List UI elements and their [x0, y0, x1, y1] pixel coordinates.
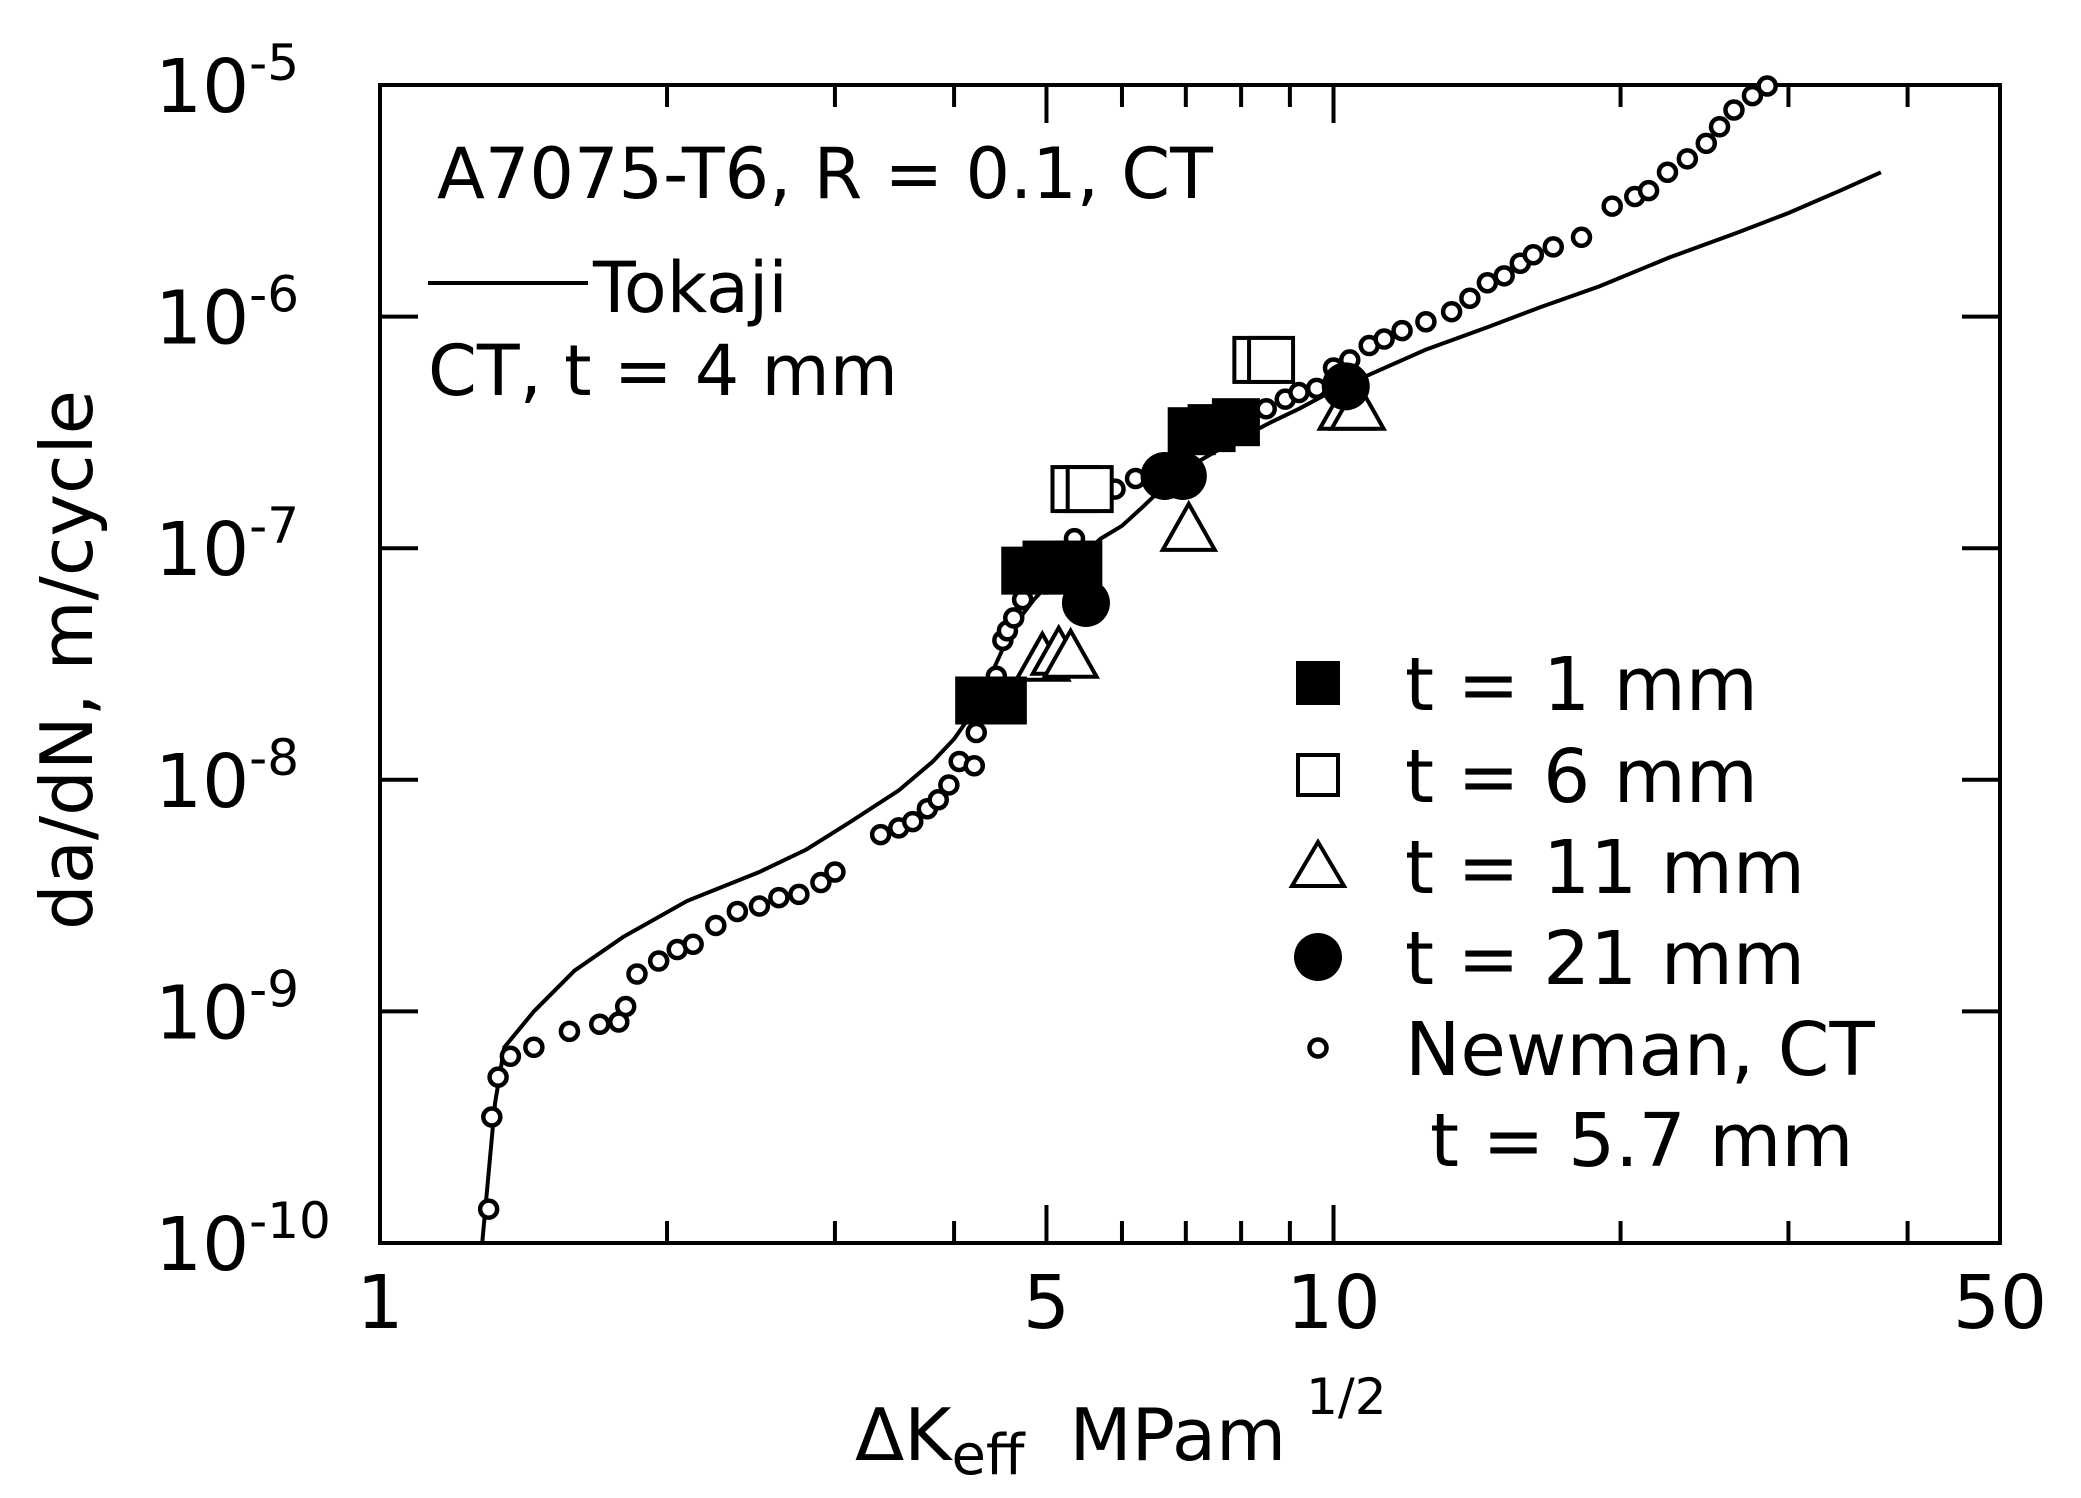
- point-newman-ct: [1288, 381, 1310, 404]
- point-newman-ct: [1542, 236, 1565, 258]
- y-axis-title: da/dN, m/cycle: [25, 390, 109, 930]
- point-newman-ct: [748, 895, 771, 917]
- x-axis-title-sub: eff: [951, 1423, 1025, 1488]
- point-newman-ct: [1493, 265, 1515, 287]
- point-newman-ct: [938, 774, 960, 796]
- point-newman-ct: [1656, 161, 1679, 184]
- annotations: A7075-T6, R = 0.1, CT Tokaji CT, t = 4 m…: [428, 133, 1213, 412]
- axes: [378, 83, 2002, 1245]
- point-newman-ct: [1695, 132, 1718, 155]
- legend-marker-t-6-mm: [1296, 753, 1340, 797]
- x-axis-title: ΔKeff MPam 1/2: [855, 1368, 1387, 1488]
- y-tick-label: 10-7: [155, 497, 299, 593]
- point-newman-ct: [963, 754, 986, 777]
- x-tick-label: 10: [1286, 1260, 1380, 1346]
- material-annotation: A7075-T6, R = 0.1, CT: [437, 133, 1213, 215]
- point-newman-ct: [477, 1198, 500, 1220]
- point-newman-ct: [1676, 148, 1699, 170]
- point-newman-ct: [1570, 226, 1593, 249]
- point-newman-ct: [1476, 272, 1499, 294]
- point-t-1-mm: [1054, 540, 1103, 589]
- point-newman-ct: [1255, 398, 1277, 420]
- y-tick-label: 10-9: [155, 960, 299, 1056]
- point-t-1-mm: [1211, 398, 1260, 447]
- point-newman-ct: [682, 933, 704, 955]
- legend-label-newman-ct: Newman, CT: [1405, 1007, 1875, 1093]
- point-newman-ct: [788, 883, 810, 906]
- point-newman-ct: [499, 1045, 522, 1068]
- legend-label-t-21-mm: t = 21 mm: [1405, 916, 1805, 1002]
- y-tick-label: 10-5: [155, 34, 299, 130]
- point-newman-ct: [927, 789, 949, 811]
- legend-label-t-1-mm: t = 1 mm: [1405, 642, 1758, 728]
- axis-ticks: [380, 85, 2000, 1243]
- axis-titles: ΔKeff MPam 1/2 da/dN, m/cycle: [25, 390, 1387, 1488]
- legend: t = 1 mmt = 6 mmt = 11 mmt = 21 mmNewman…: [1288, 642, 1875, 1184]
- point-newman-ct: [614, 995, 637, 1018]
- point-newman-ct: [487, 1066, 509, 1088]
- legend-label-t-11-mm: t = 11 mm: [1405, 825, 1805, 911]
- point-newman-ct: [1756, 75, 1778, 97]
- x-axis-title-units: MPam: [1070, 1393, 1287, 1477]
- point-newman-ct: [965, 721, 987, 744]
- point-newman-ct: [1440, 300, 1463, 323]
- point-newman-ct: [869, 823, 892, 846]
- x-tick-label: 5: [1023, 1260, 1070, 1346]
- legend-marker-t-11-mm: [1288, 838, 1348, 888]
- x-tick-label: 1: [356, 1260, 403, 1346]
- point-t-11-mm: [1041, 626, 1101, 679]
- point-newman-ct: [901, 810, 924, 833]
- point-newman-ct: [1601, 195, 1623, 217]
- point-newman-ct: [588, 1013, 611, 1036]
- point-newman-ct: [705, 914, 727, 937]
- point-t-6-mm: [1065, 465, 1114, 514]
- point-t-21-mm: [1321, 362, 1370, 411]
- point-newman-ct: [1373, 328, 1395, 350]
- point-newman-ct: [523, 1036, 545, 1059]
- point-newman-ct: [647, 950, 670, 972]
- legend-marker-newman-ct: [1307, 1037, 1329, 1059]
- point-t-21-mm: [1158, 451, 1207, 500]
- point-newman-ct: [626, 963, 648, 985]
- point-newman-ct: [1637, 179, 1660, 202]
- y-tick-label: 10-10: [155, 1192, 331, 1288]
- point-newman-ct: [768, 886, 790, 909]
- point-newman-ct: [1522, 243, 1545, 266]
- point-newman-ct: [1708, 116, 1731, 138]
- tokaji-legend-sub: CT, t = 4 mm: [428, 330, 898, 412]
- point-newman-ct: [824, 861, 846, 883]
- legend-label-newman-ct-line2: t = 5.7 mm: [1430, 1098, 1853, 1184]
- legend-marker-t-21-mm: [1294, 933, 1342, 981]
- point-newman-ct: [1741, 84, 1764, 107]
- tokaji-legend-label: Tokaji: [592, 247, 788, 329]
- x-tick-label: 50: [1953, 1260, 2047, 1346]
- point-newman-ct: [1415, 311, 1437, 333]
- point-newman-ct: [1459, 287, 1481, 310]
- axis-tick-labels: 1 5 10 50 10-10 10-9 10-8 10-7 10-6 10-5: [155, 34, 2047, 1346]
- point-newman-ct: [726, 900, 749, 923]
- point-newman-ct: [558, 1020, 581, 1043]
- x-axis-title-sup: 1/2: [1306, 1368, 1386, 1426]
- point-newman-ct: [481, 1106, 503, 1128]
- point-newman-ct: [1002, 607, 1025, 629]
- point-t-6-mm: [1247, 335, 1296, 384]
- legend-marker-t-1-mm: [1296, 661, 1340, 705]
- point-t-11-mm: [1159, 499, 1219, 552]
- data-markers: [477, 75, 1778, 1220]
- point-t-1-mm: [978, 676, 1027, 725]
- point-newman-ct: [1391, 319, 1413, 342]
- y-tick-label: 10-6: [155, 266, 299, 362]
- legend-label-t-6-mm: t = 6 mm: [1405, 734, 1758, 820]
- point-newman-ct: [810, 871, 832, 894]
- plot-frame: [378, 83, 2002, 1245]
- y-tick-label: 10-8: [155, 729, 299, 825]
- point-newman-ct: [1723, 99, 1745, 121]
- x-axis-title-prefix: ΔK: [855, 1393, 953, 1477]
